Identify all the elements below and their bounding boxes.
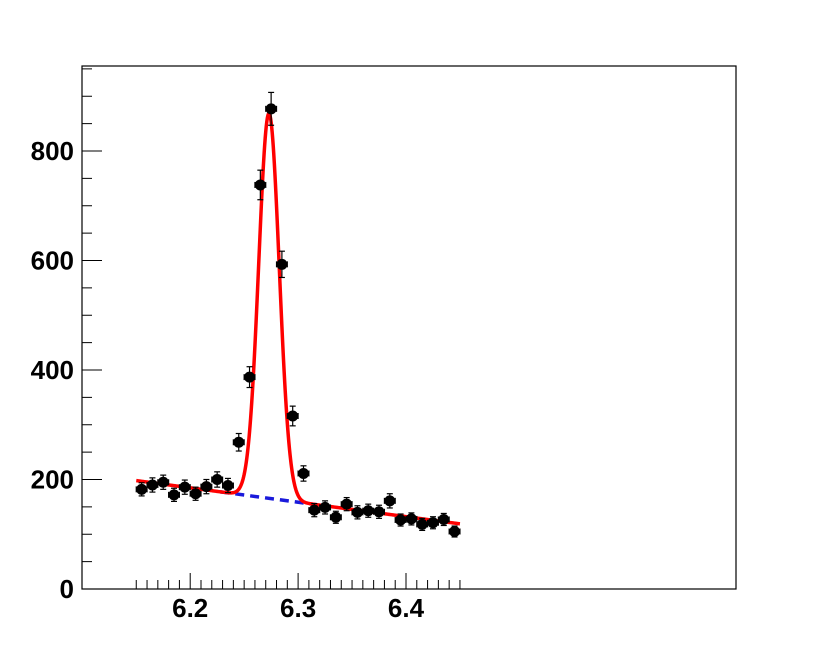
y-tick-label: 400	[31, 355, 74, 385]
data-point	[448, 525, 461, 538]
marker	[287, 410, 299, 422]
y-tick-labels: 0 200 400 600 800	[31, 136, 74, 604]
data-point	[243, 366, 256, 389]
y-tick-label: 800	[31, 136, 74, 166]
marker	[319, 501, 331, 513]
data-point	[394, 513, 407, 527]
data-points	[135, 91, 461, 538]
marker	[395, 514, 407, 526]
x-tick-label: 6.4	[388, 593, 425, 623]
marker	[222, 480, 234, 492]
plot-frame	[81, 65, 737, 590]
data-point	[146, 477, 159, 493]
data-point	[232, 432, 245, 452]
marker	[438, 513, 450, 525]
marker	[330, 511, 342, 523]
marker	[146, 479, 158, 491]
data-point	[211, 471, 224, 488]
data-point	[405, 512, 418, 526]
data-point	[275, 250, 288, 279]
marker	[384, 495, 396, 507]
data-point	[426, 516, 439, 530]
data-point	[319, 500, 332, 515]
background-fit	[220, 490, 318, 507]
data-point	[168, 487, 181, 502]
marker	[179, 481, 191, 493]
data-point	[157, 474, 170, 490]
marker	[168, 489, 180, 501]
x-tick-label: 6.3	[280, 593, 316, 623]
marker	[244, 371, 256, 383]
marker	[233, 436, 245, 448]
marker	[373, 506, 385, 518]
marker	[211, 474, 223, 485]
data-point	[265, 91, 278, 126]
marker	[254, 179, 266, 191]
data-point	[340, 496, 353, 512]
total-fit	[136, 111, 461, 526]
y-tick-label: 200	[31, 465, 74, 495]
plot-area-border	[81, 65, 737, 590]
data-point	[373, 504, 386, 519]
marker	[308, 504, 320, 516]
marker	[276, 258, 288, 270]
data-point	[221, 477, 234, 494]
marker	[136, 483, 148, 495]
data-point	[178, 479, 191, 495]
data-point	[437, 512, 450, 527]
background-line	[220, 490, 318, 507]
data-point	[362, 503, 375, 518]
data-point	[383, 493, 396, 509]
data-point	[416, 517, 429, 532]
data-point	[297, 465, 310, 482]
marker	[449, 526, 461, 538]
data-point	[351, 505, 364, 520]
marker	[265, 103, 277, 115]
marker	[190, 488, 202, 500]
marker	[157, 476, 169, 488]
y-tick-label: 600	[31, 246, 74, 276]
marker	[341, 498, 353, 510]
data-point	[329, 510, 342, 524]
marker	[427, 517, 439, 529]
marker	[351, 506, 363, 518]
data-point	[286, 405, 299, 427]
data-point	[135, 482, 148, 497]
data-point	[254, 169, 267, 201]
marker	[200, 481, 212, 493]
marker	[416, 518, 428, 530]
marker	[362, 505, 374, 517]
axis-ticks	[82, 68, 461, 590]
data-point	[200, 478, 213, 495]
marker	[405, 513, 417, 525]
fit-curve	[136, 111, 461, 526]
y-tick-label: 0	[60, 574, 74, 604]
data-point	[189, 486, 202, 501]
marker	[297, 467, 309, 479]
x-tick-label: 6.2	[172, 593, 208, 623]
x-tick-labels: 6.2 6.3 6.4	[172, 593, 424, 623]
